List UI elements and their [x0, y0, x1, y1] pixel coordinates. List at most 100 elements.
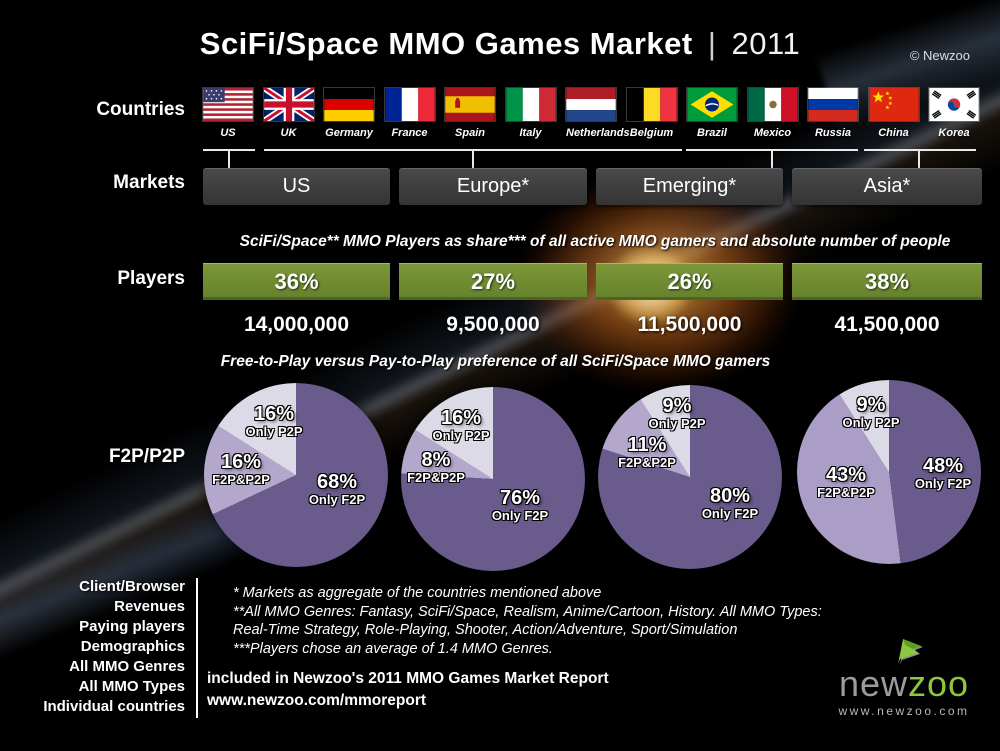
footnote-genres: **All MMO Genres: Fantasy, SciFi/Space, …: [233, 603, 822, 620]
pie-asia-only-p2p-label: 9% Only P2P: [842, 394, 899, 430]
page-title-year: 2011: [731, 26, 801, 61]
pie-emerging-only-p2p-label: 9% Only P2P: [648, 395, 705, 431]
bracket-tick-asia: [918, 149, 920, 168]
newzoo-word-zoo: zoo: [908, 663, 970, 704]
topic-all-mmo-genres: All MMO Genres: [69, 658, 185, 675]
market-box-us: US: [203, 168, 390, 205]
pie-asia-only-f2p-sub: Only F2P: [914, 475, 972, 491]
pie-emerging-only-f2p-label: 80% Only F2P: [702, 485, 758, 521]
bracket-tick-europe: [472, 149, 474, 168]
pie-us-only-f2p-pct: 68%: [316, 470, 358, 493]
pie-chart-asia: 48% Only F2P 43% F2P&P2P 9% Only P2P: [797, 380, 981, 564]
topics-divider-line: [196, 578, 198, 718]
pie-chart-europe: 76% Only F2P 8% F2P&P2P 16% Only P2P: [401, 387, 585, 571]
country-flags-row: US UK Germany France: [203, 88, 979, 139]
china-flag-icon: [868, 88, 919, 121]
footnote-genres-cont: Real-Time Strategy, Role-Playing, Shoote…: [233, 622, 738, 638]
market-box-europe: Europe*: [399, 168, 587, 205]
share-bar-emerging: 26%: [596, 263, 783, 300]
pie-asia-f2p-p2p-sub: F2P&P2P: [817, 484, 875, 500]
netherlands-flag-icon: [566, 88, 616, 121]
flag-uk: UK: [263, 88, 314, 139]
spain-flag-icon: [445, 88, 495, 121]
pie-asia-only-f2p-pct: 48%: [922, 454, 964, 477]
pie-europe-only-p2p-label: 16% Only P2P: [432, 407, 489, 443]
newzoo-flag-icon: [898, 639, 923, 665]
flag-us: US: [203, 88, 253, 139]
flag-italy: Italy: [505, 88, 556, 139]
share-bar-europe: 27%: [399, 263, 587, 300]
f2p-p2p-caption: Free-to-Play versus Pay-to-Play preferen…: [220, 353, 771, 370]
pie-chart-emerging: 80% Only F2P 11% F2P&P2P 9% Only P2P: [598, 385, 782, 569]
korea-flag-icon: [929, 88, 979, 121]
flag-label-us: US: [220, 127, 236, 139]
flag-brazil: Brazil: [687, 88, 737, 139]
share-bar-asia: 38%: [792, 263, 982, 300]
pie-asia-f2p-p2p-pct: 43%: [825, 463, 867, 486]
flag-label-china: China: [878, 127, 909, 139]
newzoo-logo: newzoo www.newzoo.com: [836, 637, 972, 718]
flag-label-belgium: Belgium: [629, 127, 674, 139]
pie-emerging-only-f2p-pct: 80%: [709, 484, 751, 507]
pie-europe-only-p2p-sub: Only P2P: [432, 427, 490, 443]
flag-label-brazil: Brazil: [697, 127, 727, 139]
germany-flag-icon: [324, 88, 374, 121]
market-box-asia: Asia*: [792, 168, 982, 205]
pie-asia-only-f2p-label: 48% Only F2P: [915, 455, 971, 491]
flag-spain: Spain: [445, 88, 495, 139]
bracket-asia: [864, 149, 976, 151]
footnotes: * Markets as aggregate of the countries …: [233, 584, 822, 658]
flag-russia: Russia: [808, 88, 858, 139]
footnote-average: ***Players chose an average of 1.4 MMO G…: [233, 640, 553, 657]
topic-demographics: Demographics: [80, 638, 185, 655]
flag-label-germany: Germany: [325, 127, 373, 139]
pie-europe-only-f2p-label: 76% Only F2P: [492, 487, 548, 523]
pie-us-f2p-p2p-pct: 16%: [220, 450, 262, 473]
newzoo-word-new: new: [838, 663, 908, 704]
flag-label-netherlands: Netherlands: [566, 127, 630, 139]
belgium-flag-icon: [626, 88, 677, 121]
pie-emerging-f2p-p2p-label: 11% F2P&P2P: [618, 434, 676, 470]
flag-label-mexico: Mexico: [753, 127, 792, 139]
topic-individual-countries: Individual countries: [43, 698, 185, 715]
flag-china: China: [868, 88, 919, 139]
newzoo-url: www.newzoo.com: [838, 704, 970, 718]
pie-europe-only-f2p-sub: Only F2P: [491, 507, 549, 523]
copyright-note: © Newzoo: [909, 48, 970, 63]
pie-emerging-only-f2p-sub: Only F2P: [701, 505, 759, 521]
flag-germany: Germany: [324, 88, 374, 139]
pie-europe-f2p-p2p-pct: 8%: [421, 448, 451, 471]
row-label-players: Players: [117, 268, 185, 289]
players-count-europe: 9,500,000: [446, 313, 540, 336]
report-reference-url: www.newzoo.com/mmoreport: [207, 692, 427, 709]
row-label-f2p-p2p: F2P/P2P: [108, 446, 185, 467]
mexico-flag-icon: [747, 88, 798, 121]
france-flag-icon: [384, 88, 435, 121]
pie-us-only-p2p-label: 16% Only P2P: [245, 403, 302, 439]
uk-flag-icon: [263, 88, 314, 121]
pie-us-only-f2p-label: 68% Only F2P: [309, 471, 365, 507]
pie-europe-f2p-p2p-label: 8% F2P&P2P: [407, 449, 465, 485]
pie-asia-f2p-p2p-label: 43% F2P&P2P: [817, 464, 875, 500]
report-topics-list: Client/Browser Revenues Paying players D…: [0, 577, 185, 717]
page-title: SciFi/Space MMO Games Market | 2011: [0, 26, 1000, 62]
pie-us-only-p2p-pct: 16%: [253, 402, 295, 425]
pie-emerging-f2p-p2p-sub: F2P&P2P: [618, 454, 676, 470]
share-bar-us: 36%: [203, 263, 390, 300]
newzoo-wordmark: newzoo: [836, 666, 972, 702]
russia-flag-icon: [808, 88, 858, 121]
flag-mexico: Mexico: [747, 88, 798, 139]
us-flag-icon: [203, 88, 253, 121]
bracket-tick-us: [228, 149, 230, 168]
flag-label-korea: Korea: [938, 127, 970, 139]
report-reference: included in Newzoo's 2011 MMO Games Mark…: [207, 668, 609, 712]
italy-flag-icon: [505, 88, 556, 121]
pie-europe-only-p2p-pct: 16%: [440, 406, 482, 429]
pie-emerging-f2p-p2p-pct: 11%: [627, 433, 667, 456]
page-title-divider: |: [707, 26, 717, 61]
footnote-markets: * Markets as aggregate of the countries …: [233, 585, 602, 601]
pie-us-only-f2p-sub: Only F2P: [308, 491, 366, 507]
topic-all-mmo-types: All MMO Types: [78, 678, 185, 695]
brazil-flag-icon: [687, 88, 737, 121]
